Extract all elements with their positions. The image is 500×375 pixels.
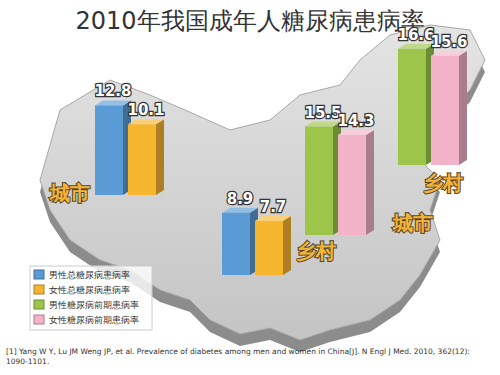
bar-group — [222, 208, 291, 275]
bar — [222, 213, 250, 275]
chart-root: 2010年我国成年人糖尿病患病率 12.810.1 城市 8.9 7.7 乡村 15.514… — [0, 0, 500, 375]
data-label: 8.9 — [227, 190, 254, 208]
bar — [431, 56, 459, 165]
category-label: 乡村 — [296, 239, 336, 263]
bar-group — [95, 100, 164, 195]
data-label: 14.3 — [337, 112, 374, 130]
legend: 男性总糖尿病患病率女性总糖尿病患病率男性糖尿病前期患病率女性糖尿病前期患病率 — [30, 266, 152, 330]
bar — [305, 127, 333, 236]
bar-top — [128, 119, 164, 124]
data-label: 15.5 — [304, 104, 341, 122]
legend-swatch — [34, 300, 44, 309]
bar-side — [366, 130, 374, 235]
bar — [255, 221, 283, 275]
category-label: 乡村 — [423, 171, 463, 195]
legend-label: 女性糖尿病前期患病率 — [49, 315, 139, 325]
chart-svg: 2010年我国成年人糖尿病患病率 12.810.1 城市 8.9 7.7 乡村 15.514… — [0, 0, 500, 375]
map-surface — [40, 25, 485, 340]
bar — [128, 124, 156, 195]
data-label: 15.6 — [430, 33, 467, 51]
legend-swatch — [34, 315, 44, 324]
bar-top — [338, 130, 374, 135]
title: 2010年我国成年人糖尿病患病率 — [75, 7, 424, 35]
bar-top — [305, 122, 341, 127]
legend-label: 男性糖尿病前期患病率 — [49, 300, 139, 310]
bar-top — [255, 216, 291, 221]
legend-label: 男性总糖尿病患病率 — [49, 270, 130, 280]
bar-side — [459, 51, 467, 165]
bar-top — [222, 208, 258, 213]
labels: 12.810.1 城市 8.9 7.7 乡村 15.514.3 城市 16.615.6 乡村 — [49, 26, 468, 263]
data-label: 10.1 — [127, 101, 164, 119]
citation-text: [1] Yang W Y, Lu JM Weng JP, et al. Prev… — [6, 347, 470, 366]
bar — [95, 105, 123, 195]
bar-group — [398, 44, 467, 165]
bar-top — [95, 100, 131, 105]
category-label: 城市 — [49, 181, 90, 205]
bar — [398, 49, 426, 165]
citation: [1] Yang W Y, Lu JM Weng JP, et al. Prev… — [6, 347, 476, 367]
bar — [338, 135, 366, 235]
bar-top — [398, 44, 434, 49]
data-label: 16.6 — [397, 26, 434, 44]
bars — [95, 44, 467, 275]
bar-top — [431, 51, 467, 56]
bar-group — [305, 122, 374, 236]
legend-label: 女性总糖尿病患病率 — [49, 285, 130, 295]
bar-side — [156, 119, 164, 195]
data-label: 12.8 — [94, 82, 131, 100]
data-label: 7.7 — [260, 198, 287, 216]
legend-swatch — [34, 285, 44, 294]
bar-side — [283, 216, 291, 275]
legend-swatch — [34, 270, 44, 279]
legend-box — [30, 266, 152, 330]
category-label: 城市 — [392, 211, 433, 235]
